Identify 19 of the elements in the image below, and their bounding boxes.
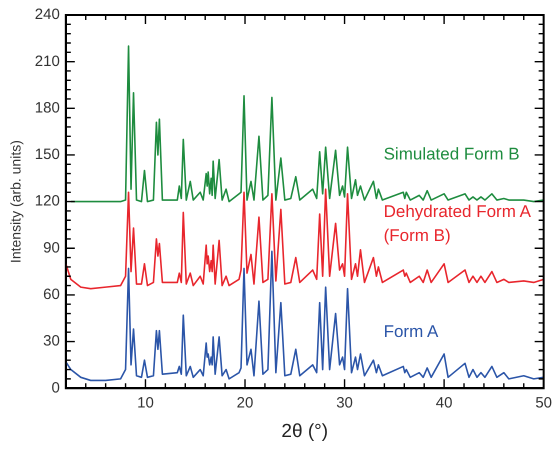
x-tick-label: 50: [535, 394, 552, 412]
y-tick-label: 0: [51, 379, 60, 396]
y-axis-title: Intensity (arb. units): [7, 140, 24, 264]
y-tick-label: 30: [43, 332, 60, 350]
x-tick-label: 10: [137, 394, 154, 412]
series-label: Form A: [384, 322, 440, 342]
y-tick-label: 90: [43, 239, 60, 256]
x-tick-label: 20: [236, 394, 254, 412]
y-tick-label: 240: [34, 6, 60, 24]
series-label: Dehydrated Form A (Form B): [384, 202, 532, 246]
x-tick-label: 30: [336, 394, 353, 412]
y-tick-label: 120: [34, 192, 60, 210]
y-tick-label: 210: [34, 52, 60, 70]
y-tick-label: 180: [34, 99, 60, 116]
x-tick-label: 40: [436, 394, 452, 412]
x-axis-title: 2θ (°): [281, 420, 328, 442]
y-tick-label: 150: [34, 146, 60, 164]
series-label: Simulated Form B: [384, 144, 520, 164]
y-tick-label: 60: [43, 286, 60, 304]
